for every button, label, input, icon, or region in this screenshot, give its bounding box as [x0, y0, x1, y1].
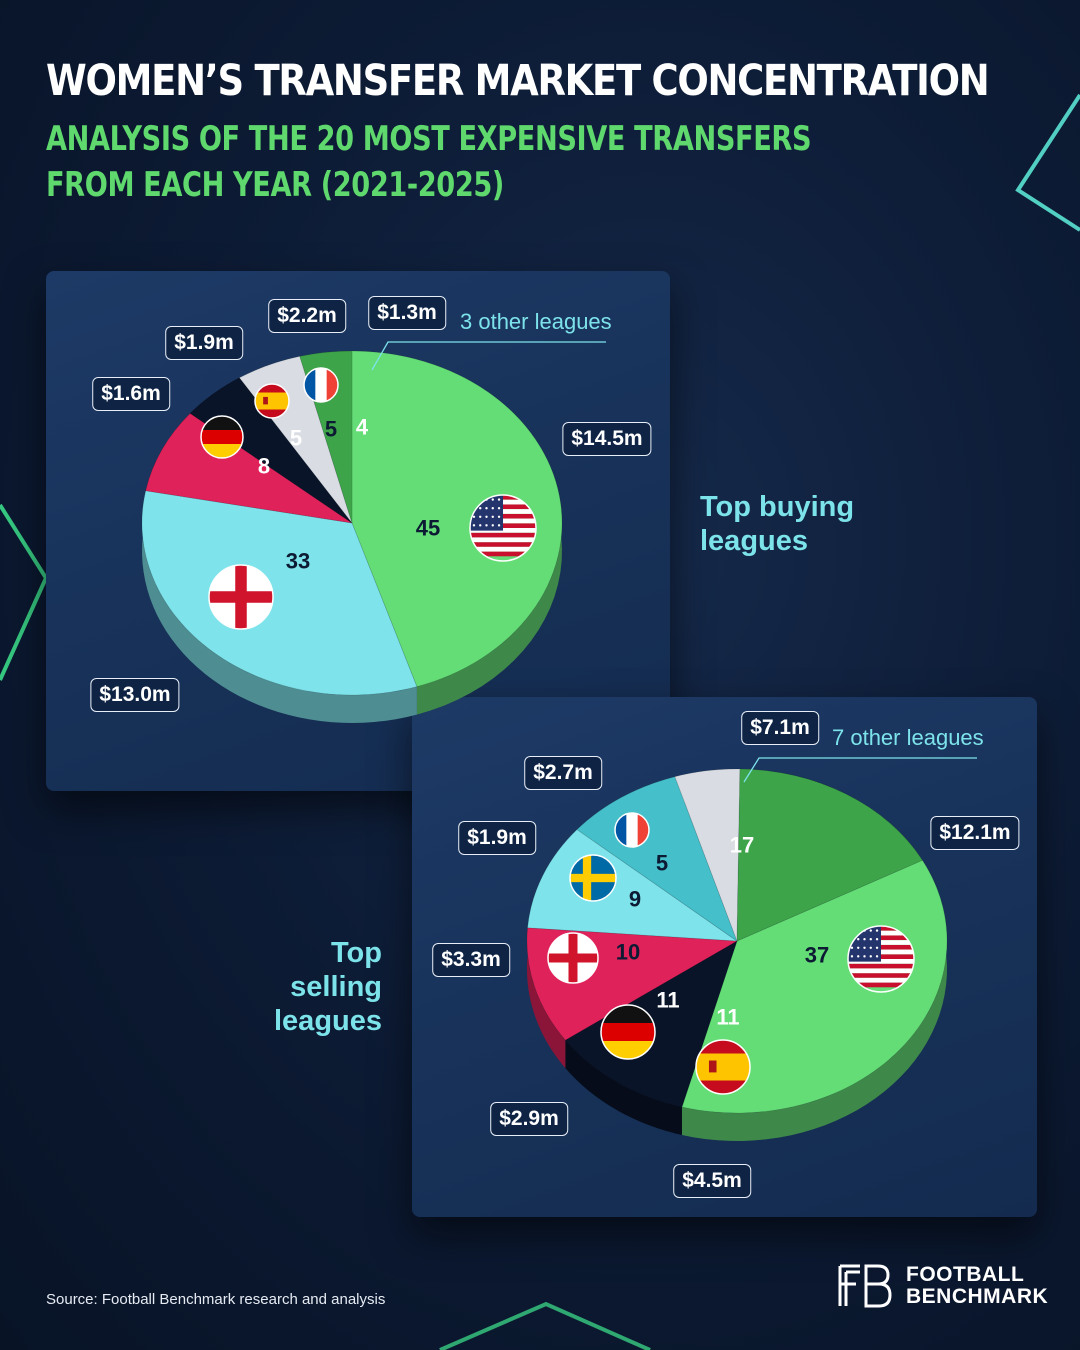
- buying-slice-spain: [189, 377, 353, 524]
- england-flag-icon: [547, 932, 599, 984]
- selling-count-england: 10: [616, 940, 640, 965]
- sweden-flag-icon: [569, 854, 617, 902]
- page-title: WOMEN’S TRANSFER MARKET CONCENTRATION: [46, 56, 990, 106]
- buying-count-england: 33: [286, 549, 310, 574]
- selling-slice-side-germany: [527, 927, 566, 1069]
- buying-slice-usa: [351, 350, 563, 688]
- buying-count-germany: 8: [258, 454, 270, 479]
- buying-count-3-other-leagues: 4: [356, 415, 369, 440]
- buying-leagues-title: Top buying leagues: [700, 491, 855, 557]
- brand-line-2: BENCHMARK: [906, 1285, 1049, 1308]
- buying-other-leader-line: [371, 341, 606, 371]
- selling-value-spain: $4.5m: [673, 1164, 751, 1198]
- buying-slice-england: [141, 490, 418, 696]
- selling-slice-sweden: [576, 776, 738, 943]
- buying-value-france: $2.2m: [268, 299, 346, 333]
- selling-value-sweden: $1.9m: [458, 821, 536, 855]
- selling-count-spain: 11: [716, 1005, 739, 1030]
- buying-value-england: $13.0m: [90, 678, 180, 712]
- germany-flag-icon: [600, 1004, 656, 1060]
- england-flag-icon: [208, 564, 274, 630]
- selling-slice-usa: [681, 859, 948, 1114]
- selling-count-usa: 37: [805, 943, 829, 968]
- page-subtitle: ANALYSIS OF THE 20 MOST EXPENSIVE TRANSF…: [46, 119, 812, 205]
- buying-value-usa: $14.5m: [562, 422, 652, 456]
- buying-count-spain: 5: [290, 426, 302, 451]
- buying-value-germany: $1.6m: [92, 377, 170, 411]
- brand-name: FOOTBALL BENCHMARK: [906, 1264, 1048, 1308]
- selling-count-sweden: 9: [629, 887, 641, 912]
- selling-slice-england: [527, 829, 739, 942]
- usa-flag-icon: [847, 925, 915, 993]
- usa-flag-icon: [469, 494, 537, 562]
- buying-count-france: 5: [325, 417, 337, 442]
- fb-logo-icon: [838, 1264, 892, 1308]
- selling-count-france: 5: [656, 851, 668, 876]
- germany-flag-icon: [200, 415, 244, 459]
- spain-flag-icon: [254, 383, 290, 419]
- selling-slice-side-spain: [565, 1040, 682, 1135]
- selling-slice-france: [674, 768, 741, 942]
- buying-value-spain: $1.9m: [165, 326, 243, 360]
- france-flag-icon: [303, 367, 339, 403]
- football-benchmark-logo: FOOTBALL BENCHMARK: [838, 1264, 1048, 1314]
- buying-count-usa: 45: [416, 516, 440, 541]
- selling-count-germany: 11: [656, 988, 679, 1013]
- selling-value-england: $3.3m: [432, 943, 510, 977]
- selling-other-leagues-label: 7 other leagues: [832, 725, 984, 750]
- selling-slice-7-other-leagues: [736, 768, 924, 942]
- buying-slice-side-england: [142, 490, 417, 723]
- spain-flag-icon: [695, 1039, 751, 1095]
- brand-line-1: FOOTBALL: [906, 1263, 1025, 1286]
- selling-value-germany: $2.9m: [490, 1102, 568, 1136]
- selling-other-leader-line: [743, 757, 977, 783]
- selling-slice-side-usa: [681, 860, 947, 1141]
- selling-value-7-other-leagues: $7.1m: [741, 711, 819, 745]
- selling-leagues-title: Top selling leagues: [274, 937, 382, 1037]
- selling-count-7-other-leagues: 17: [730, 833, 754, 858]
- selling-value-usa: $12.1m: [930, 816, 1020, 850]
- buying-other-leagues-label: 3 other leagues: [460, 309, 612, 334]
- buying-value-3-other-leagues: $1.3m: [368, 296, 446, 330]
- source-note: Source: Football Benchmark research and …: [46, 1291, 386, 1308]
- buying-slice-germany: [145, 412, 353, 524]
- france-flag-icon: [614, 812, 650, 848]
- selling-value-france: $2.7m: [524, 756, 602, 790]
